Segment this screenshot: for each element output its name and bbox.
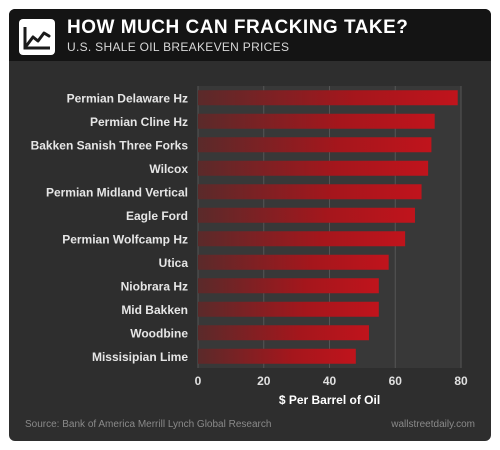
bar xyxy=(198,160,429,176)
x-tick-label: 20 xyxy=(257,374,271,388)
bar xyxy=(198,231,406,247)
bar xyxy=(198,113,435,129)
bar xyxy=(198,278,379,294)
category-label: Wilcox xyxy=(149,162,188,176)
bar xyxy=(198,137,432,153)
x-axis-label: $ Per Barrel of Oil xyxy=(279,393,380,407)
category-label: Missisipian Lime xyxy=(92,350,188,364)
category-label: Permian Delaware Hz xyxy=(67,91,188,105)
category-label: Permian Cline Hz xyxy=(90,115,188,129)
x-tick-label: 40 xyxy=(323,374,337,388)
bar xyxy=(198,348,356,364)
chart-title: HOW MUCH CAN FRACKING TAKE? xyxy=(67,17,409,38)
category-label: Mid Bakken xyxy=(121,303,188,317)
bar xyxy=(198,184,422,200)
bar xyxy=(198,301,379,317)
x-tick-label: 0 xyxy=(195,374,202,388)
header-bar: HOW MUCH CAN FRACKING TAKE? U.S. SHALE O… xyxy=(9,9,491,61)
category-label: Permian Wolfcamp Hz xyxy=(62,232,188,246)
category-label: Eagle Ford xyxy=(126,209,188,223)
source-note: Source: Bank of America Merrill Lynch Gl… xyxy=(25,419,272,430)
x-tick-label: 60 xyxy=(389,374,403,388)
brand-label: wallstreetdaily.com xyxy=(391,419,475,430)
category-label: Woodbine xyxy=(130,326,188,340)
category-label: Permian Midland Vertical xyxy=(46,185,188,199)
category-label: Bakken Sanish Three Forks xyxy=(31,138,189,152)
bar xyxy=(198,90,458,106)
bar xyxy=(198,325,369,341)
bar xyxy=(198,254,389,270)
chart-subtitle: U.S. SHALE OIL BREAKEVEN PRICES xyxy=(67,40,290,54)
category-label: Utica xyxy=(159,256,189,270)
line-chart-icon xyxy=(19,19,55,55)
bar xyxy=(198,207,415,223)
x-tick-label: 80 xyxy=(454,374,468,388)
category-label: Niobrara Hz xyxy=(121,279,188,293)
